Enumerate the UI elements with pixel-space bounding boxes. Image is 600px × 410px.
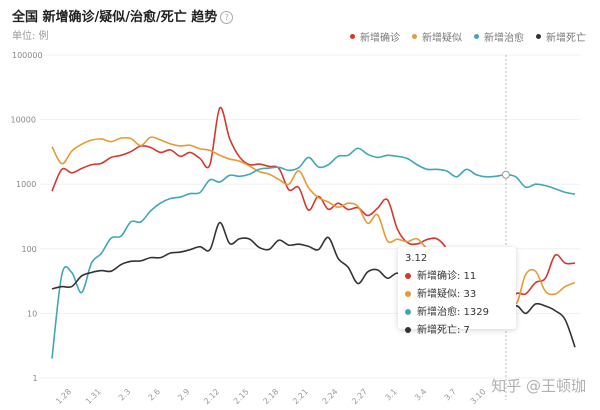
tooltip-value: 新增确诊: 11: [417, 271, 477, 282]
legend-label: 新增确诊: [360, 33, 400, 44]
legend-dot-icon: [536, 34, 541, 39]
legend-item[interactable]: 新增死亡: [536, 29, 586, 44]
y-tick-label: 1000: [16, 180, 36, 189]
x-tick-label: 2.21: [291, 387, 310, 406]
x-tick-label: 2.9: [176, 387, 191, 402]
tooltip-value: 新增治愈: 1329: [417, 307, 489, 318]
tooltip-row: 新增死亡: 7: [405, 321, 509, 336]
y-tick-label: 100000: [12, 51, 43, 60]
x-tick-label: 3.1: [383, 387, 398, 402]
legend-dot-icon: [412, 34, 417, 39]
y-tick-label: 10000: [11, 116, 36, 125]
title-text: 全国 新增确诊/疑似/治愈/死亡 趋势: [12, 10, 218, 25]
x-tick-label: 2.18: [261, 387, 280, 406]
help-icon[interactable]: ?: [220, 11, 234, 24]
y-tick-label: 1: [33, 374, 38, 383]
unit-label: 单位: 例: [12, 31, 49, 42]
legend-label: 新增疑似: [422, 33, 462, 44]
x-tick-label: 2.12: [202, 387, 221, 406]
tooltip-row: 新增治愈: 1329: [405, 303, 509, 318]
legend-item[interactable]: 新增确诊: [350, 29, 400, 44]
legend-dot-icon: [350, 34, 355, 39]
x-tick-label: 2.15: [232, 387, 251, 406]
legend-label: 新增死亡: [546, 33, 586, 44]
tooltip-value: 新增疑似: 33: [417, 289, 477, 300]
x-tick-label: 3.7: [443, 387, 458, 402]
x-tick-label: 3.10: [469, 387, 488, 406]
chart-title: 全国 新增确诊/疑似/治愈/死亡 趋势?: [12, 6, 234, 25]
hover-point: [501, 170, 510, 179]
legend-label: 新增治愈: [484, 33, 524, 44]
legend: 新增确诊 新增疑似 新增治愈 新增死亡: [350, 29, 586, 44]
y-tick-label: 10: [27, 309, 37, 318]
series-line-新增治愈: [51, 147, 576, 359]
x-tick-label: 2.3: [117, 387, 132, 402]
series-dot-icon: [405, 291, 411, 297]
legend-item[interactable]: 新增疑似: [412, 29, 462, 44]
tooltip-row: 新增疑似: 33: [405, 285, 509, 300]
tooltip-row: 新增确诊: 11: [405, 267, 509, 282]
legend-dot-icon: [474, 34, 479, 39]
x-tick-label: 1.31: [84, 387, 103, 406]
legend-item[interactable]: 新增治愈: [474, 29, 524, 44]
tooltip-date: 3.12: [405, 253, 428, 264]
series-dot-icon: [405, 327, 411, 333]
y-tick-label: 100: [22, 245, 37, 254]
x-tick-label: 1.28: [54, 387, 73, 406]
watermark: 知乎 @王顿珈: [491, 377, 586, 395]
x-tick-label: 2.24: [321, 387, 340, 406]
x-tick-label: 3.4: [413, 387, 428, 402]
tooltip-value: 新增死亡: 7: [417, 325, 470, 336]
x-tick-label: 2.27: [350, 387, 369, 406]
series-dot-icon: [405, 309, 411, 315]
series-dot-icon: [405, 273, 411, 279]
tooltip: 3.12 新增确诊: 11 新增疑似: 33 新增治愈: 1329 新增死亡: 7: [398, 247, 516, 336]
x-tick-label: 2.6: [147, 387, 162, 402]
